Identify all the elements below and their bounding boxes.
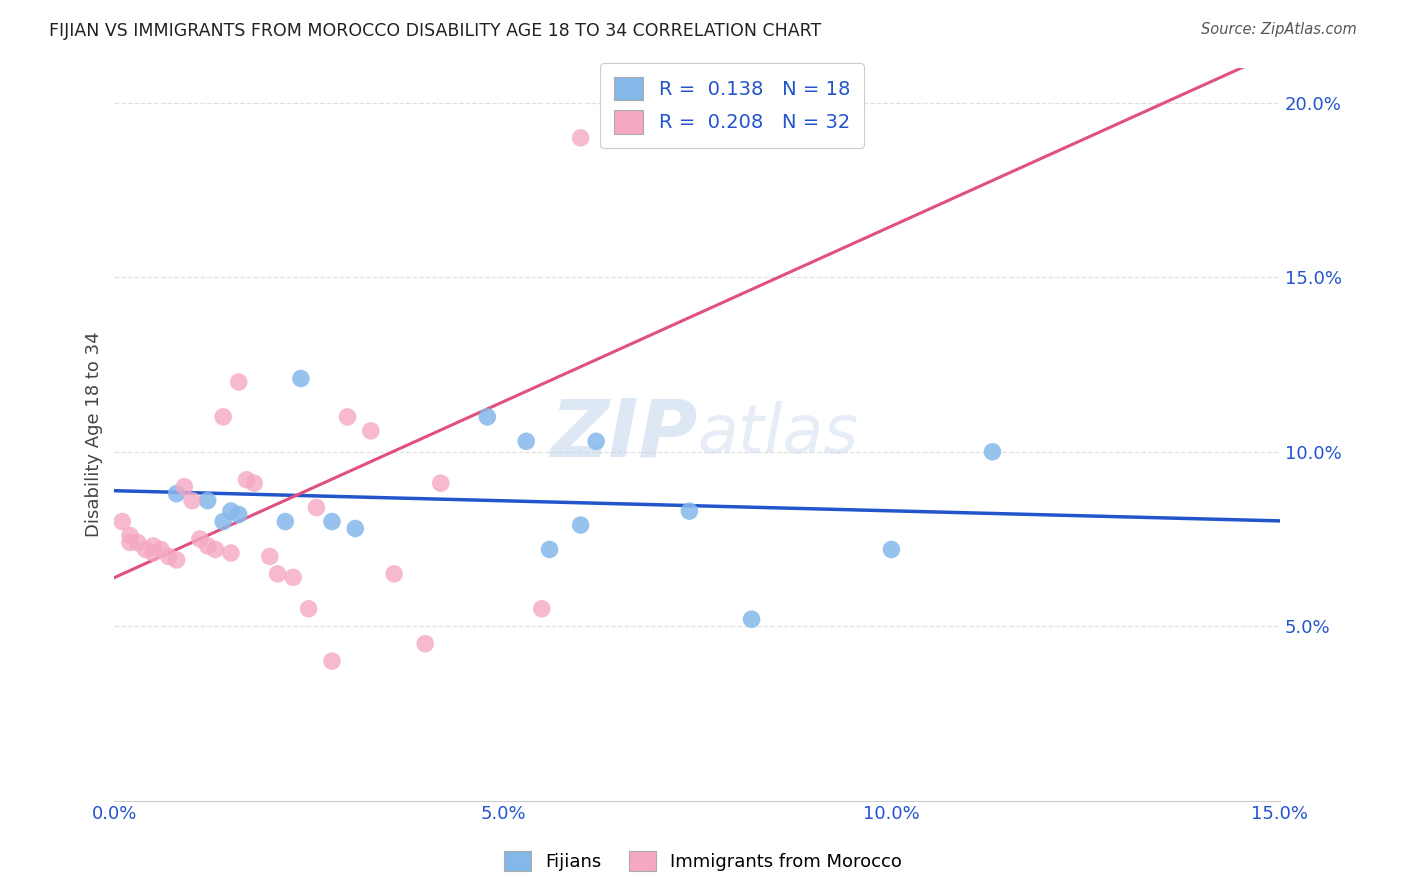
Point: [219, 504, 242, 518]
Point: [118, 535, 141, 549]
Point: [150, 542, 173, 557]
Y-axis label: Disability Age 18 to 34: Disability Age 18 to 34: [86, 332, 103, 537]
Point: [228, 375, 250, 389]
Point: [298, 601, 321, 615]
Text: ZIP: ZIP: [550, 395, 697, 474]
Point: [336, 409, 359, 424]
Point: [166, 486, 188, 500]
Point: [530, 601, 553, 615]
Text: Source: ZipAtlas.com: Source: ZipAtlas.com: [1201, 22, 1357, 37]
Point: [197, 493, 219, 508]
Point: [188, 532, 211, 546]
Point: [204, 542, 226, 557]
Point: [118, 528, 141, 542]
Point: [515, 434, 537, 449]
Point: [305, 500, 328, 515]
Point: [166, 553, 188, 567]
Point: [274, 515, 297, 529]
Point: [259, 549, 281, 564]
Point: [880, 542, 903, 557]
Point: [981, 444, 1004, 458]
Point: [290, 371, 312, 385]
Legend: Fijians, Immigrants from Morocco: Fijians, Immigrants from Morocco: [496, 844, 910, 879]
Text: atlas: atlas: [697, 401, 858, 467]
Point: [142, 539, 165, 553]
Point: [477, 409, 499, 424]
Text: FIJIAN VS IMMIGRANTS FROM MOROCCO DISABILITY AGE 18 TO 34 CORRELATION CHART: FIJIAN VS IMMIGRANTS FROM MOROCCO DISABI…: [49, 22, 821, 40]
Point: [111, 515, 134, 529]
Point: [344, 522, 367, 536]
Point: [134, 542, 156, 557]
Point: [741, 612, 763, 626]
Point: [212, 409, 235, 424]
Point: [413, 637, 436, 651]
Point: [569, 518, 592, 533]
Point: [382, 566, 405, 581]
Point: [127, 535, 149, 549]
Point: [538, 542, 561, 557]
Point: [243, 476, 266, 491]
Point: [281, 570, 304, 584]
Legend: R =  0.138   N = 18, R =  0.208   N = 32: R = 0.138 N = 18, R = 0.208 N = 32: [600, 63, 863, 147]
Point: [266, 566, 288, 581]
Point: [142, 546, 165, 560]
Point: [609, 61, 631, 75]
Point: [360, 424, 382, 438]
Point: [678, 504, 700, 518]
Point: [228, 508, 250, 522]
Point: [212, 515, 235, 529]
Point: [219, 546, 242, 560]
Point: [585, 434, 607, 449]
Point: [321, 515, 343, 529]
Point: [173, 480, 195, 494]
Point: [197, 539, 219, 553]
Point: [235, 473, 257, 487]
Point: [157, 549, 180, 564]
Point: [429, 476, 451, 491]
Point: [569, 131, 592, 145]
Point: [321, 654, 343, 668]
Point: [181, 493, 204, 508]
